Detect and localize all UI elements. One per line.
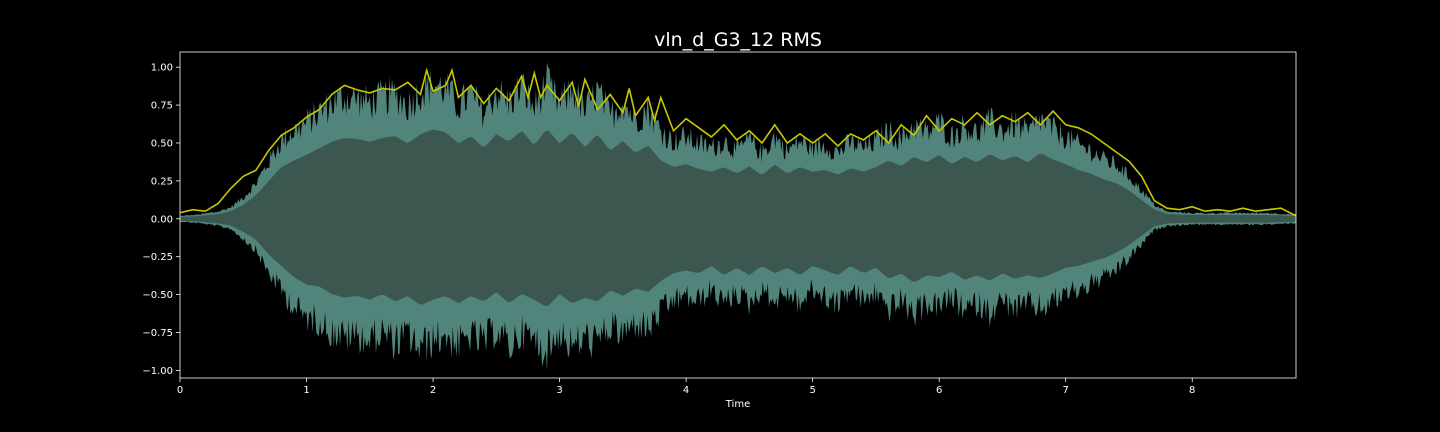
x-tick-label: 4 (683, 385, 689, 396)
rms-line (180, 67, 1296, 217)
x-tick-label: 8 (1189, 385, 1195, 396)
plot-area (180, 62, 1296, 372)
x-axis: 0 1 2 3 4 5 6 7 8 (177, 378, 1195, 396)
y-tick-label: 0.50 (151, 138, 173, 149)
plot-frame (179, 51, 1297, 379)
x-tick-label: 0 (177, 385, 183, 396)
x-tick-label: 7 (1063, 385, 1069, 396)
y-tick-label: −0.50 (142, 290, 173, 301)
y-tick-label: 0.75 (151, 101, 173, 112)
x-tick-label: 6 (936, 385, 942, 396)
x-axis-label: Time (725, 399, 750, 410)
x-tick-label: 2 (430, 385, 436, 396)
x-tick-label: 5 (809, 385, 815, 396)
y-tick-label: −0.25 (142, 252, 173, 263)
y-tick-label: −0.75 (142, 328, 173, 339)
x-tick-label: 3 (556, 385, 562, 396)
y-tick-label: −1.00 (142, 366, 173, 377)
waveform (180, 62, 1296, 372)
y-tick-label: 1.00 (151, 63, 173, 74)
y-tick-label: 0.25 (151, 176, 173, 187)
x-tick-label: 1 (303, 385, 309, 396)
y-axis: 1.00 0.75 0.50 0.25 0.00 −0.25 −0.50 −0.75 −1.00 (142, 63, 180, 377)
chart-title: vln_d_G3_12 RMS (654, 29, 822, 51)
waveform-core (180, 129, 1296, 306)
y-tick-label: 0.00 (151, 214, 173, 225)
